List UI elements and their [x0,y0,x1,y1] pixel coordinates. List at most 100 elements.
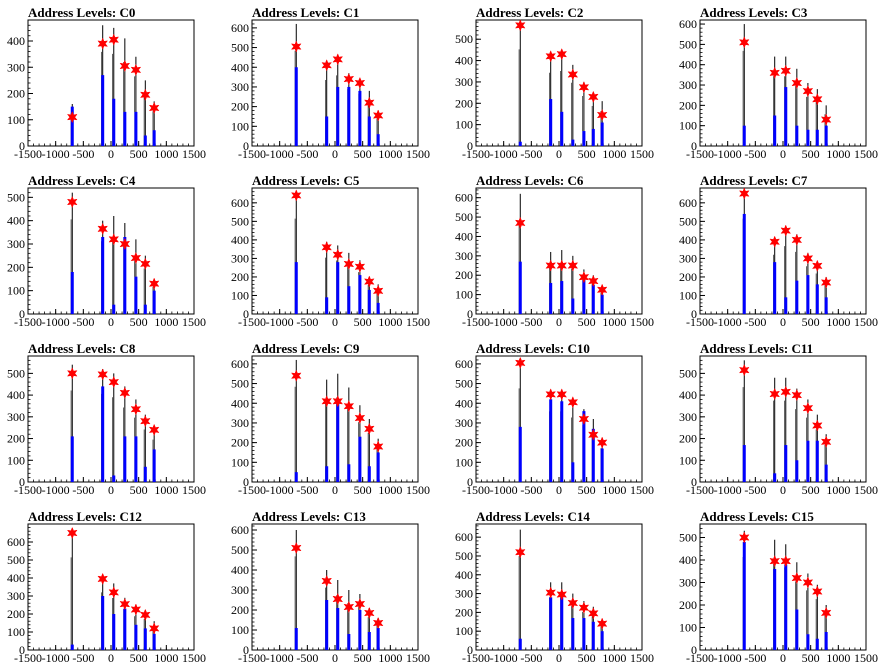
x-tick-label: 500 [354,651,372,665]
y-tick-label: 200 [679,598,697,612]
x-tick-label: 1500 [406,483,430,497]
peak-blue-bar [815,440,819,482]
x-tick-label: -500 [72,483,94,497]
x-tick-label: -1500 [686,147,714,161]
peak-blue-bar [806,275,810,314]
level-marker [820,606,832,620]
y-tick-label: 0 [243,307,249,321]
x-tick-label: -1500 [462,147,490,161]
axes-frame [699,19,867,147]
x-tick-label: 500 [130,483,148,497]
level-marker [290,40,302,53]
y-tick-label: 300 [231,583,249,597]
level-marker [587,428,599,441]
peak-blue-bar [347,634,351,650]
chart-title: Address Levels: C9 [252,341,360,356]
y-tick-label: 500 [231,214,249,228]
x-tick-label: 1000 [602,147,626,161]
level-marker [596,436,608,449]
x-tick-label: 0 [780,147,786,161]
peak-blue-bar [815,129,819,146]
x-tick-label: -1000 [42,483,70,497]
peak-blue-bar [367,632,371,650]
x-tick-label: 500 [802,651,820,665]
peak-blue-bar [571,139,575,146]
y-tick-label: 500 [231,543,249,557]
plot-svg: 0 100 200 300 400 500 600 -1500 -1000 -500 0 500 100… [231,355,430,497]
level-marker [148,101,160,115]
y-tick-label: 200 [7,607,25,621]
y-tick-label: 500 [679,214,697,228]
level-marker [514,216,526,230]
x-tick-label: -500 [744,483,766,497]
peak-blue-bar [376,452,380,482]
y-tick-label: 400 [7,388,25,402]
y-tick-label: 400 [231,60,249,74]
y-tick-label: 100 [231,455,249,469]
level-marker [321,241,333,254]
peak-blue-bar [518,261,522,314]
x-tick-label: 1000 [154,651,178,665]
level-marker [372,440,384,453]
level-marker [363,275,375,288]
y-tick-label: 600 [231,357,249,371]
level-marker [545,50,557,63]
peak-blue-bar [123,237,127,314]
x-tick-label: 1500 [406,651,430,665]
peak-blue-bar [152,633,156,650]
level-marker [578,81,590,94]
y-tick-label: 100 [679,621,697,635]
x-tick-label: -1000 [266,147,294,161]
y-tick-label: 200 [455,605,473,619]
level-marker [545,586,557,599]
peak-blue-bar [742,125,746,146]
x-tick-label: 1500 [630,147,654,161]
axes-frame [251,523,419,651]
plot-svg: 0 100 200 300 400 500 600 -1500 -1000 -500 0 500 100… [455,187,654,329]
peak-blue-bar [347,286,351,314]
level-marker [343,72,355,86]
y-tick-label: 0 [467,643,473,657]
level-marker [811,419,823,432]
axes-frame [699,523,867,651]
y-tick-label: 200 [7,87,25,101]
x-tick-label: 1000 [826,651,850,665]
x-tick-label: 1000 [602,315,626,329]
peak-blue-bar [773,473,777,482]
peak-blue-bar [784,445,788,482]
level-marker [587,607,599,620]
level-marker [354,597,366,611]
peak-blue-bar [358,610,362,650]
peak-blue-bar [70,272,74,314]
x-tick-label: -500 [520,483,542,497]
peak-blue-bar [294,472,298,482]
level-marker [97,37,109,50]
level-marker [108,33,120,46]
y-tick-label: 200 [679,98,697,112]
x-tick-label: -1000 [266,651,294,665]
chart-panel: 0 100 200 300 400 500 600 -1500 -1000 -500 0 500 100… [0,504,224,672]
peak-blue-bar [560,401,564,482]
peak-blue-bar [70,436,74,482]
peak-blue-bar [549,282,553,314]
peak-blue-bar [152,130,156,146]
axes-frame [475,355,643,483]
x-tick-label: -1500 [686,651,714,665]
level-marker [738,363,750,377]
x-tick-label: 0 [332,651,338,665]
y-tick-label: 200 [455,268,473,282]
peak-blue-bar [70,644,74,650]
y-tick-label: 400 [455,396,473,410]
x-tick-label: -1500 [238,651,266,665]
chart-title: Address Levels: C6 [476,173,584,188]
y-tick-label: 100 [7,284,25,298]
peak-blue-bar [143,628,147,650]
level-marker [130,403,142,416]
x-tick-label: 0 [780,315,786,329]
y-tick-label: 300 [455,75,473,89]
peak-blue-bar [824,125,828,146]
level-marker [556,47,568,61]
plot-svg: 0 100 200 300 400 500 600 -1500 -1000 -500 0 500 100… [7,523,206,665]
y-tick-label: 0 [19,475,25,489]
peak-blue-bar [112,614,116,650]
